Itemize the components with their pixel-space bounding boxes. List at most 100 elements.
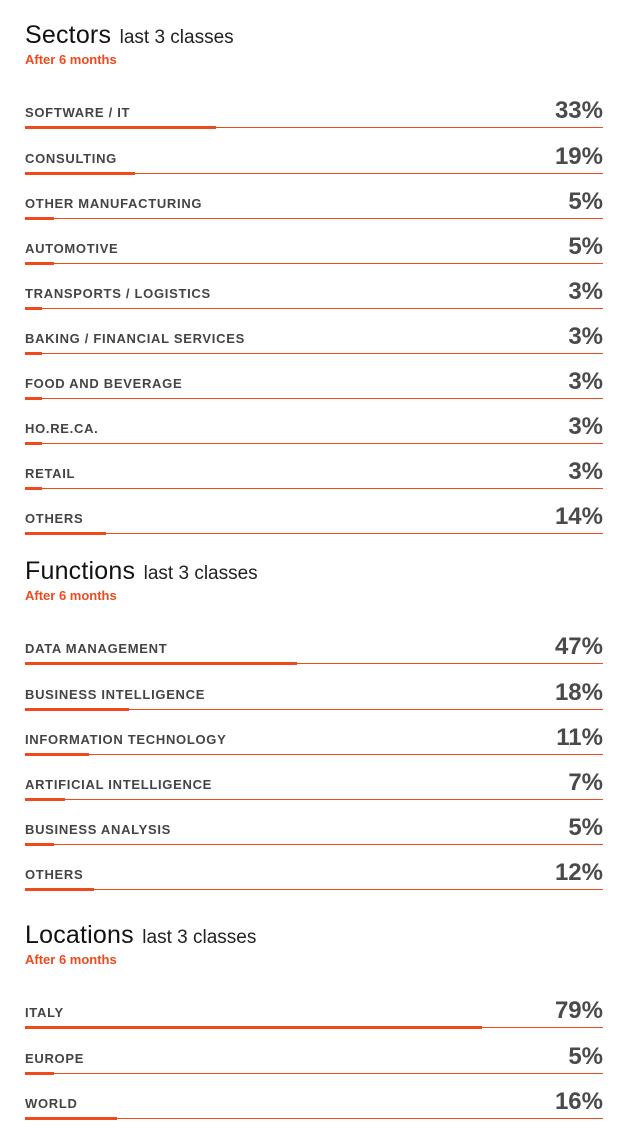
bar-value-label: 3% [568, 458, 603, 485]
locations-rows: ITALY 79% EUROPE 5% WORLD 16% [25, 968, 603, 1120]
sectors-subtitle: last 3 classes [119, 27, 234, 48]
bar [25, 126, 216, 129]
bar-value-label: 5% [568, 814, 603, 841]
bar-label: OTHER MANUFACTURING [25, 196, 203, 211]
bar-label: CONSULTING [25, 151, 117, 166]
locations-section: Locations last 3 classes After 6 months … [25, 922, 603, 1120]
functions-header: Functions last 3 classes [25, 558, 603, 584]
sectors-header: Sectors last 3 classes [25, 22, 603, 48]
bar-row: ARTIFICIAL INTELLIGENCE 7% [25, 760, 603, 801]
bar-baseline [25, 754, 603, 755]
bar-baseline [25, 1073, 603, 1074]
bar [25, 843, 54, 846]
bar-baseline [25, 844, 603, 845]
bar-label: SOFTWARE / IT [25, 105, 131, 120]
bar-row: CONSULTING 19% [25, 134, 603, 175]
bar-value-label: 14% [554, 503, 603, 530]
bar-baseline [25, 308, 603, 309]
bar [25, 1072, 54, 1075]
bar [25, 262, 54, 265]
bar [25, 217, 54, 220]
locations-note: After 6 months [25, 952, 117, 967]
bar-value-label: 7% [568, 769, 603, 796]
bar-row: HO.RE.CA. 3% [25, 404, 603, 445]
bar [25, 798, 65, 801]
bar [25, 888, 94, 891]
bar-baseline [25, 663, 603, 664]
functions-section: Functions last 3 classes After 6 months … [25, 558, 603, 891]
bar-label: AUTOMOTIVE [25, 241, 119, 256]
bar-value-label: 3% [568, 278, 603, 305]
bar-row: EUROPE 5% [25, 1034, 603, 1075]
bar-row: ITALY 79% [25, 988, 603, 1029]
bar-value-label: 12% [554, 859, 603, 886]
bar-row: BUSINESS INTELLIGENCE 18% [25, 670, 603, 711]
bar [25, 753, 89, 756]
bar-label: BUSINESS INTELLIGENCE [25, 687, 206, 702]
functions-rows: DATA MANAGEMENT 47% BUSINESS INTELLIGENC… [25, 604, 603, 891]
sectors-section: Sectors last 3 classes After 6 months SO… [25, 22, 603, 535]
bar [25, 442, 42, 445]
bar [25, 172, 135, 175]
bar-value-label: 47% [554, 633, 603, 660]
bar-baseline [25, 263, 603, 264]
bar-baseline [25, 353, 603, 354]
bar [25, 708, 129, 711]
bar-row: DATA MANAGEMENT 47% [25, 624, 603, 665]
bar-value-label: 11% [556, 724, 603, 751]
locations-subtitle: last 3 classes [142, 927, 257, 948]
bar-baseline [25, 173, 603, 174]
bar-label: DATA MANAGEMENT [25, 641, 168, 656]
bar [25, 1117, 117, 1120]
bar-label: WORLD [25, 1096, 78, 1111]
bar [25, 662, 297, 665]
bar-value-label: 5% [568, 1043, 603, 1070]
bar-value-label: 16% [554, 1088, 603, 1115]
bar-row: WORLD 16% [25, 1079, 603, 1120]
bar-value-label: 5% [568, 188, 603, 215]
bar-baseline [25, 443, 603, 444]
bar-value-label: 33% [554, 97, 603, 124]
functions-subtitle: last 3 classes [143, 563, 258, 584]
bar-row: OTHERS 12% [25, 850, 603, 891]
bar-row: OTHER MANUFACTURING 5% [25, 179, 603, 220]
bar-label: OTHERS [25, 867, 84, 882]
bar-label: ARTIFICIAL INTELLIGENCE [25, 777, 213, 792]
bar [25, 307, 42, 310]
bar-value-label: 3% [568, 368, 603, 395]
bar [25, 397, 42, 400]
bar-value-label: 3% [568, 413, 603, 440]
bar-baseline [25, 218, 603, 219]
bar-value-label: 3% [568, 323, 603, 350]
functions-note: After 6 months [25, 588, 117, 603]
bar-baseline [25, 889, 603, 890]
bar-label: BUSINESS ANALYSIS [25, 822, 172, 837]
bar-label: RETAIL [25, 466, 76, 481]
bar-row: AUTOMOTIVE 5% [25, 224, 603, 265]
locations-title: Locations [25, 921, 134, 949]
bar [25, 487, 42, 490]
bar-label: BAKING / FINANCIAL SERVICES [25, 331, 245, 346]
bar-baseline [25, 488, 603, 489]
bar-value-label: 5% [568, 233, 603, 260]
bar [25, 352, 42, 355]
bar-row: FOOD AND BEVERAGE 3% [25, 359, 603, 400]
sectors-note: After 6 months [25, 52, 117, 67]
bar-row: SOFTWARE / IT 33% [25, 88, 603, 129]
bar-row: BAKING / FINANCIAL SERVICES 3% [25, 314, 603, 355]
bar-value-label: 18% [554, 679, 603, 706]
locations-header: Locations last 3 classes [25, 922, 603, 948]
bar-label: OTHERS [25, 511, 84, 526]
bar-baseline [25, 799, 603, 800]
bar-row: TRANSPORTS / LOGISTICS 3% [25, 269, 603, 310]
bar-row: INFORMATION TECHNOLOGY 11% [25, 715, 603, 756]
bar-label: EUROPE [25, 1051, 85, 1066]
bar-baseline [25, 709, 603, 710]
bar [25, 532, 106, 535]
bar-value-label: 19% [554, 143, 603, 170]
sectors-rows: SOFTWARE / IT 33% CONSULTING 19% OTHER M… [25, 68, 603, 535]
bar-baseline [25, 1118, 603, 1119]
bar-value-label: 79% [554, 997, 603, 1024]
bar-label: HO.RE.CA. [25, 421, 99, 436]
bar-label: TRANSPORTS / LOGISTICS [25, 286, 211, 301]
